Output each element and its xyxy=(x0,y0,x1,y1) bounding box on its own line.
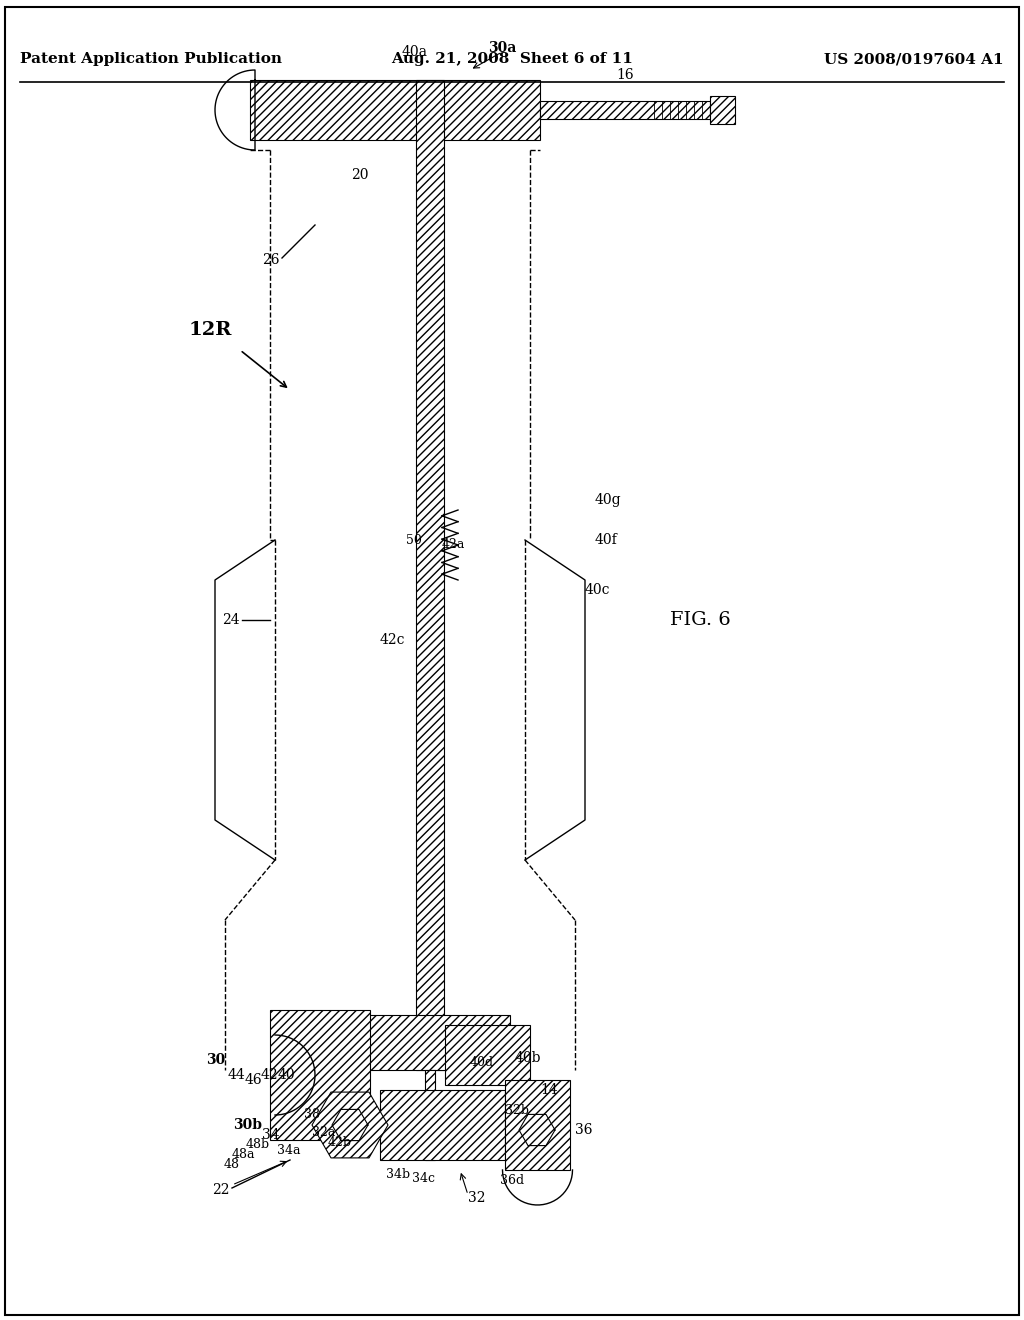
Text: 42b: 42b xyxy=(328,1135,352,1148)
Text: 40a: 40a xyxy=(402,45,428,59)
Text: 48: 48 xyxy=(224,1159,240,1172)
Text: US 2008/0197604 A1: US 2008/0197604 A1 xyxy=(824,53,1004,66)
Polygon shape xyxy=(380,1090,505,1160)
Text: 48b: 48b xyxy=(246,1138,270,1151)
Text: 40c: 40c xyxy=(585,583,610,597)
Text: 24: 24 xyxy=(222,612,240,627)
Text: 34b: 34b xyxy=(386,1168,410,1181)
Text: 42a: 42a xyxy=(442,539,465,552)
Polygon shape xyxy=(312,1092,388,1158)
Text: 32a: 32a xyxy=(311,1126,335,1138)
Text: 40d: 40d xyxy=(470,1056,495,1068)
Text: FIG. 6: FIG. 6 xyxy=(670,611,730,630)
Text: 32b: 32b xyxy=(505,1104,529,1117)
Text: 40f: 40f xyxy=(595,533,617,546)
Polygon shape xyxy=(250,81,540,140)
Text: 32: 32 xyxy=(468,1191,485,1205)
Text: 30b: 30b xyxy=(233,1118,262,1133)
Text: 20: 20 xyxy=(351,168,369,182)
Text: 36: 36 xyxy=(575,1123,593,1137)
Polygon shape xyxy=(710,96,735,124)
Text: 34: 34 xyxy=(262,1129,280,1142)
Text: 50: 50 xyxy=(407,533,422,546)
Text: 40g: 40g xyxy=(595,492,622,507)
Text: 48a: 48a xyxy=(231,1148,255,1162)
Text: Aug. 21, 2008  Sheet 6 of 11: Aug. 21, 2008 Sheet 6 of 11 xyxy=(391,53,633,66)
Text: 14: 14 xyxy=(540,1082,558,1097)
Polygon shape xyxy=(340,1015,510,1071)
Text: 30: 30 xyxy=(206,1053,225,1067)
Text: 26: 26 xyxy=(262,253,280,267)
Text: 22: 22 xyxy=(213,1183,230,1197)
Polygon shape xyxy=(445,1026,530,1085)
Text: 42c: 42c xyxy=(380,634,406,647)
Polygon shape xyxy=(425,1071,435,1160)
Polygon shape xyxy=(416,81,444,1071)
Text: 40: 40 xyxy=(278,1068,295,1082)
Polygon shape xyxy=(505,1080,570,1170)
Text: 38: 38 xyxy=(304,1109,319,1122)
Text: 16: 16 xyxy=(616,69,634,82)
Text: 12R: 12R xyxy=(188,321,231,339)
Text: 42: 42 xyxy=(260,1068,278,1082)
Text: 36d: 36d xyxy=(500,1173,524,1187)
Polygon shape xyxy=(270,1010,370,1140)
Text: 44: 44 xyxy=(227,1068,245,1082)
Text: Patent Application Publication: Patent Application Publication xyxy=(20,53,282,66)
Text: 46: 46 xyxy=(245,1073,262,1086)
Text: 30a: 30a xyxy=(487,41,516,55)
Text: 34a: 34a xyxy=(276,1143,300,1156)
Text: 40b: 40b xyxy=(515,1051,542,1065)
Polygon shape xyxy=(540,102,710,119)
Text: 34c: 34c xyxy=(412,1172,435,1184)
